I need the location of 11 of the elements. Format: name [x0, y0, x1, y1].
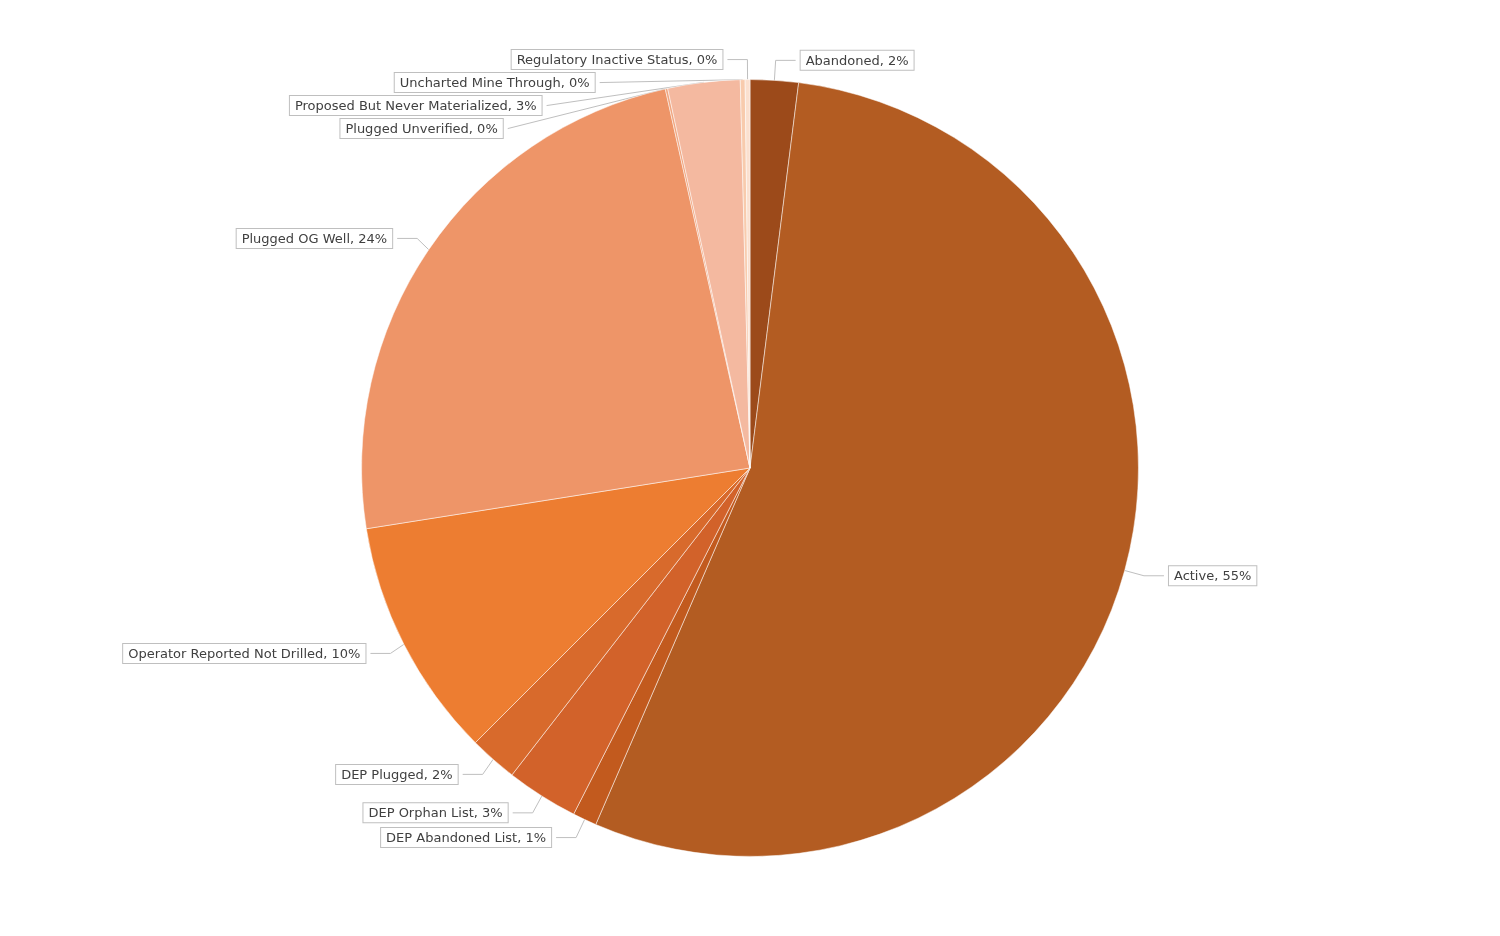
slice-label: DEP Orphan List, 3% — [368, 805, 503, 821]
slice-label: Regulatory Inactive Status, 0% — [516, 52, 718, 68]
slice-label: Active, 55% — [1173, 568, 1252, 584]
slice-label: Proposed But Never Materialized, 3% — [294, 98, 537, 114]
slice-label: Uncharted Mine Through, 0% — [399, 75, 590, 91]
slice-label: Plugged Unverified, 0% — [345, 121, 498, 137]
slice-label: Abandoned, 2% — [805, 52, 909, 68]
slice-label: Operator Reported Not Drilled, 10% — [128, 645, 361, 661]
slice-label: Plugged OG Well, 24% — [241, 230, 388, 246]
slice-label: DEP Plugged, 2% — [341, 766, 453, 782]
slice-label: DEP Abandoned List, 1% — [386, 830, 547, 846]
